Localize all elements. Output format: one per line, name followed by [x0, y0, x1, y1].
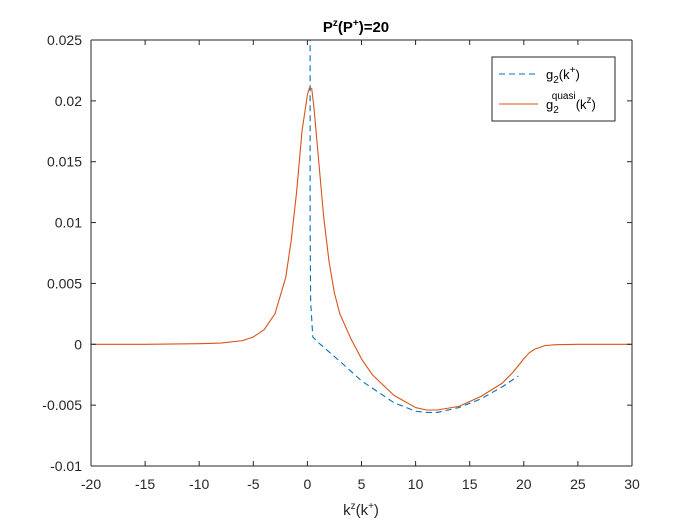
x-tick-label: -10: [189, 476, 209, 492]
legend: g2(k+) g2quasi(kz): [491, 56, 616, 122]
x-tick-label: -5: [247, 476, 260, 492]
x-tick-label: 15: [462, 476, 478, 492]
y-ticks: -0.01 -0.005 0 0.005 0.01 0.015 0.02 0.025: [42, 32, 632, 474]
x-tick-label: 25: [570, 476, 586, 492]
y-tick-label: -0.01: [50, 458, 82, 474]
x-tick-label: 5: [358, 476, 366, 492]
x-tick-label: -20: [81, 476, 101, 492]
y-tick-label: -0.005: [42, 397, 82, 413]
y-tick-label: 0.02: [55, 93, 82, 109]
x-tick-label: 0: [304, 476, 312, 492]
legend-box: [491, 56, 616, 122]
x-tick-label: -15: [135, 476, 155, 492]
legend-label-g2-quasi: g2quasi(kz): [546, 91, 596, 116]
series-line-g2: [309, 40, 519, 414]
x-tick-label: 30: [624, 476, 640, 492]
x-tick-label: 20: [516, 476, 532, 492]
y-tick-label: 0.025: [47, 32, 82, 48]
y-tick-label: 0.015: [47, 154, 82, 170]
x-tick-label: 10: [408, 476, 424, 492]
legend-label-g2: g2(k+): [546, 65, 580, 86]
series-line-g2-quasi: [91, 86, 632, 411]
y-tick-label: 0.01: [55, 215, 82, 231]
x-axis-label: kz(k+): [343, 501, 379, 519]
x-ticks: -20 -15 -10 -5 0 5 10 15 20 25 30: [81, 40, 640, 492]
series-layer: [91, 40, 632, 414]
y-tick-label: 0: [74, 336, 82, 352]
chart-title: Pz(P+)=20: [323, 18, 389, 36]
y-tick-label: 0.005: [47, 275, 82, 291]
